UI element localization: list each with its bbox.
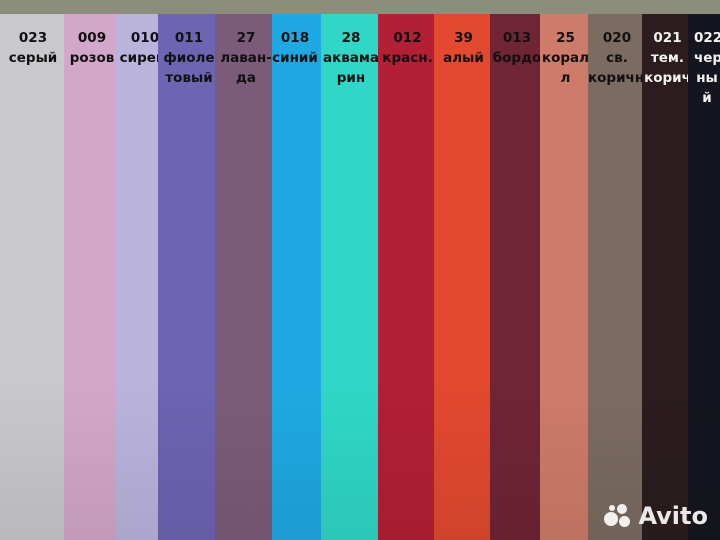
swatch-label: 020 св. коричн.: [588, 28, 650, 88]
swatch-code: 018: [280, 30, 310, 46]
swatch-code: 011: [174, 30, 204, 46]
avito-watermark: Avito: [604, 502, 708, 530]
swatch-code: 39: [454, 30, 473, 46]
swatch-39: 39 алый: [434, 14, 493, 540]
swatch-label: 009 розов: [64, 28, 120, 68]
swatch-013: 013 бордо: [490, 14, 544, 540]
swatch-label: 010 сирен.: [116, 28, 174, 68]
swatch-label: 39 алый: [434, 28, 493, 68]
swatch-code: 25: [556, 30, 575, 46]
swatch-25: 25 корал л: [540, 14, 591, 540]
swatch-name: алый: [443, 50, 484, 66]
swatch-code: 009: [77, 30, 107, 46]
swatch-name: розов: [69, 50, 115, 66]
swatch-code: 013: [502, 30, 532, 46]
swatch-023: 023 серый: [0, 14, 66, 540]
swatch-name: сирен.: [119, 50, 171, 66]
swatch-name: тем.: [650, 50, 685, 66]
swatch-label: 012 красн.: [378, 28, 437, 68]
swatch-code: 012: [393, 30, 422, 46]
swatch-name: синий: [272, 50, 318, 66]
swatch-name: св.: [606, 50, 628, 66]
swatch-code: 021: [653, 30, 682, 46]
avito-logo-icon: [604, 504, 632, 528]
swatch-name: аквама: [322, 50, 380, 66]
swatch-name: лаван-: [220, 50, 272, 66]
swatch-012: 012 красн.: [378, 14, 437, 540]
swatch-name: красн.: [382, 50, 433, 66]
swatch-name: товый: [165, 70, 213, 86]
swatch-code: 020: [602, 30, 632, 46]
swatch-name: рин: [336, 70, 366, 86]
swatch-name: ны: [696, 70, 718, 86]
swatch-name: да: [235, 70, 256, 86]
swatch-label: 021 тем. корич: [644, 28, 691, 88]
swatch-label: 27 лаван-да: [215, 28, 277, 88]
swatch-name: фиоле: [163, 50, 215, 66]
swatch-name: чер: [694, 50, 720, 66]
swatch-020: 020 св. коричн.: [588, 14, 650, 540]
swatch-code: 27: [236, 30, 256, 46]
swatch-name: коричн.: [588, 70, 650, 86]
swatch-011: 011 фиоле товый: [158, 14, 220, 540]
swatch-code: 022: [694, 30, 720, 46]
swatch-009: 009 розов: [64, 14, 120, 540]
swatch-021: 021 тем. корич: [642, 14, 691, 540]
swatch-name: серый: [8, 50, 58, 66]
swatch-name: й: [702, 90, 712, 106]
swatch-018: 018 синий: [272, 14, 324, 540]
swatch-code: 010: [130, 30, 160, 46]
swatch-label: 013 бордо: [490, 28, 544, 68]
swatch-code: 023: [18, 30, 48, 46]
swatch-label: 022 чер ны й: [694, 28, 720, 108]
swatch-name: корич: [644, 70, 691, 86]
swatch-label: 25 корал л: [540, 28, 591, 88]
swatch-28: 28 аквама рин: [321, 14, 381, 540]
swatch-name: л: [560, 70, 571, 86]
swatch-27: 27 лаван-да: [215, 14, 277, 540]
watermark-text: Avito: [638, 502, 708, 530]
swatch-label: 018 синий: [266, 28, 324, 68]
swatch-name: бордо: [492, 50, 542, 66]
swatch-name: корал: [541, 50, 590, 66]
swatch-022: 022 чер ны й: [688, 14, 720, 540]
swatch-label: 011 фиоле товый: [158, 28, 220, 88]
swatch-code: 28: [341, 30, 361, 46]
swatch-label: 28 аквама рин: [321, 28, 381, 88]
swatch-label: 023 серый: [0, 28, 66, 68]
